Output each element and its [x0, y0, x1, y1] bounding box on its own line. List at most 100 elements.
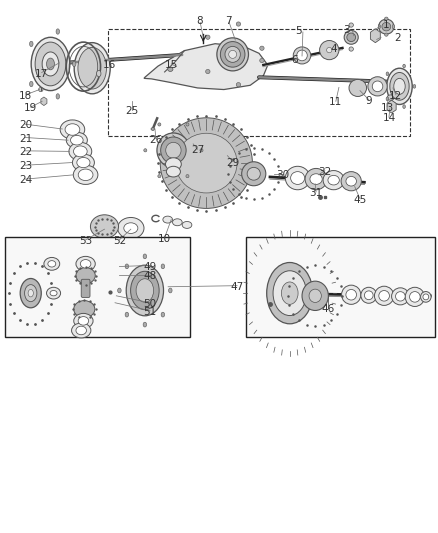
Ellipse shape [131, 271, 159, 310]
Ellipse shape [90, 215, 118, 238]
Ellipse shape [322, 171, 343, 190]
Text: 3: 3 [343, 26, 350, 35]
Ellipse shape [117, 288, 121, 293]
Ellipse shape [71, 135, 83, 145]
Ellipse shape [422, 294, 428, 300]
Text: 5: 5 [294, 26, 301, 36]
Ellipse shape [367, 77, 386, 96]
Text: 22: 22 [19, 147, 32, 157]
Ellipse shape [205, 69, 209, 74]
Ellipse shape [182, 222, 191, 229]
Ellipse shape [409, 292, 419, 302]
Ellipse shape [50, 290, 57, 296]
Ellipse shape [161, 264, 164, 269]
Ellipse shape [296, 50, 307, 61]
Text: 24: 24 [19, 175, 32, 185]
Ellipse shape [78, 47, 106, 89]
Ellipse shape [144, 149, 146, 152]
Text: 10: 10 [158, 234, 171, 244]
Ellipse shape [186, 123, 189, 126]
Ellipse shape [117, 217, 144, 239]
Ellipse shape [346, 33, 355, 42]
Ellipse shape [272, 271, 306, 316]
Ellipse shape [216, 38, 248, 71]
Ellipse shape [386, 68, 411, 104]
Text: 18: 18 [19, 91, 32, 101]
Ellipse shape [384, 33, 387, 36]
Ellipse shape [343, 30, 357, 44]
Text: 47: 47 [230, 282, 243, 292]
Text: 51: 51 [143, 307, 156, 317]
Ellipse shape [319, 41, 338, 60]
Ellipse shape [374, 286, 393, 305]
Ellipse shape [186, 174, 188, 177]
Ellipse shape [308, 289, 321, 303]
Text: 45: 45 [353, 195, 366, 205]
Ellipse shape [42, 52, 59, 76]
Ellipse shape [136, 279, 153, 302]
Text: 6: 6 [290, 55, 297, 64]
Ellipse shape [72, 154, 94, 171]
Ellipse shape [301, 281, 328, 310]
Ellipse shape [25, 285, 37, 302]
Ellipse shape [377, 25, 379, 29]
Ellipse shape [304, 168, 326, 190]
Ellipse shape [364, 291, 372, 300]
Ellipse shape [73, 165, 98, 184]
Ellipse shape [285, 166, 309, 190]
Ellipse shape [46, 287, 60, 299]
Ellipse shape [72, 61, 76, 67]
Ellipse shape [326, 47, 331, 53]
Ellipse shape [165, 158, 181, 171]
Ellipse shape [78, 317, 88, 325]
Ellipse shape [162, 216, 172, 223]
Ellipse shape [60, 120, 85, 139]
Ellipse shape [80, 260, 91, 268]
Text: 1: 1 [382, 20, 389, 30]
Text: 32: 32 [318, 167, 331, 176]
Ellipse shape [348, 47, 353, 51]
Ellipse shape [73, 146, 87, 157]
Ellipse shape [327, 175, 339, 185]
Text: 50: 50 [143, 299, 156, 309]
Text: 9: 9 [364, 96, 371, 106]
Ellipse shape [39, 87, 43, 92]
Text: 16: 16 [103, 60, 116, 70]
Ellipse shape [29, 41, 33, 46]
Ellipse shape [166, 166, 180, 177]
Ellipse shape [371, 81, 382, 92]
Ellipse shape [290, 172, 304, 184]
Ellipse shape [46, 58, 54, 70]
Ellipse shape [168, 288, 172, 293]
Ellipse shape [220, 42, 244, 67]
Ellipse shape [167, 67, 173, 71]
Ellipse shape [393, 78, 404, 94]
Ellipse shape [241, 162, 265, 186]
Ellipse shape [96, 70, 101, 77]
Text: 29: 29 [226, 158, 239, 167]
Text: 14: 14 [381, 114, 395, 123]
Ellipse shape [157, 133, 189, 168]
Text: 46: 46 [321, 304, 334, 314]
Ellipse shape [378, 19, 393, 34]
Text: 23: 23 [19, 161, 32, 171]
Ellipse shape [309, 174, 321, 184]
Ellipse shape [175, 133, 237, 193]
Ellipse shape [348, 23, 353, 27]
Ellipse shape [125, 312, 128, 317]
Bar [245, 237, 434, 337]
Text: 2: 2 [393, 34, 400, 43]
Ellipse shape [402, 105, 405, 109]
Polygon shape [144, 44, 267, 90]
Ellipse shape [236, 22, 240, 26]
Ellipse shape [35, 42, 66, 86]
Ellipse shape [69, 142, 92, 160]
Ellipse shape [160, 137, 186, 164]
Ellipse shape [66, 132, 87, 148]
Ellipse shape [48, 261, 56, 267]
Ellipse shape [228, 50, 236, 58]
Ellipse shape [236, 83, 240, 87]
Ellipse shape [74, 301, 95, 318]
Ellipse shape [31, 37, 70, 91]
Ellipse shape [412, 84, 415, 88]
